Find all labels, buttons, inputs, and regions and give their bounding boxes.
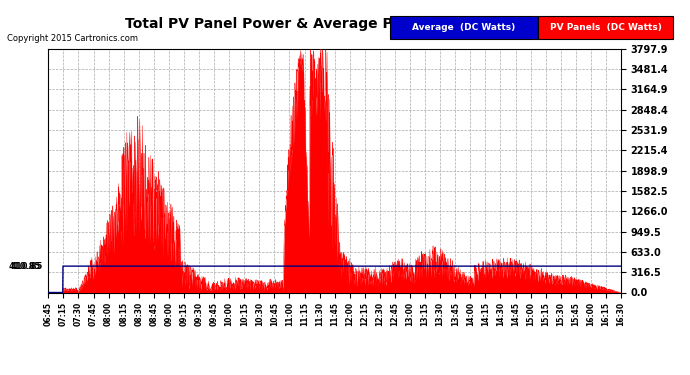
- Text: Copyright 2015 Cartronics.com: Copyright 2015 Cartronics.com: [7, 34, 138, 43]
- Text: 410.85: 410.85: [10, 262, 43, 271]
- Text: PV Panels  (DC Watts): PV Panels (DC Watts): [549, 23, 662, 32]
- Text: Total PV Panel Power & Average Power Fri Nov 13 16:36: Total PV Panel Power & Average Power Fri…: [125, 17, 565, 31]
- Text: 410.85: 410.85: [9, 262, 41, 271]
- Text: Average  (DC Watts): Average (DC Watts): [413, 23, 515, 32]
